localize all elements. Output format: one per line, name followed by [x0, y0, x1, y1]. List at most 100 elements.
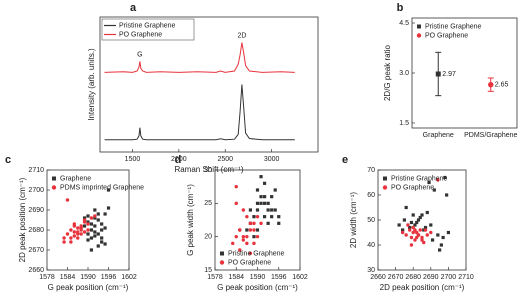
point: [415, 220, 419, 225]
point: [413, 223, 417, 227]
y-tick-label: 50: [367, 217, 375, 224]
point: [79, 232, 83, 236]
x-axis-label: G peak position (cm⁻¹): [48, 283, 129, 292]
x-tick-label: 2660: [370, 274, 386, 281]
point: [418, 228, 422, 232]
point: [231, 241, 235, 246]
panel-label: c: [5, 154, 11, 166]
point: [248, 208, 253, 212]
point: [416, 233, 421, 237]
legend-label: Pristine Graphene: [425, 23, 482, 30]
y-axis-label: Intensity (arb. units.): [87, 48, 96, 121]
point: [255, 234, 260, 239]
x-tick-label: 1584: [60, 274, 76, 281]
point: [266, 208, 270, 212]
y-axis-label: G peak width (cm⁻¹): [186, 184, 195, 256]
point: [411, 230, 415, 235]
y-tick-label: 20: [204, 234, 212, 241]
point: [409, 235, 414, 240]
point: [93, 234, 97, 238]
point: [429, 223, 433, 227]
x-tick-label: Graphene: [423, 132, 454, 139]
point: [100, 240, 104, 244]
point: [415, 235, 419, 240]
panel-label: e: [342, 154, 348, 166]
point: [443, 175, 447, 180]
point: [241, 238, 246, 242]
point: [409, 220, 414, 225]
point: [86, 222, 90, 226]
x-tick-label: 3000: [264, 156, 280, 163]
x-tick-label: 2670: [388, 274, 404, 281]
legend-swatch: [382, 185, 388, 190]
x-axis-label: G peak position (cm⁻¹): [217, 283, 298, 292]
spectrum-line: [104, 84, 295, 141]
point: [76, 226, 80, 230]
point: [245, 234, 249, 239]
point: [72, 234, 77, 238]
data-label: 2.97: [442, 71, 456, 78]
x-tick-label: PDMS/Graphene: [464, 132, 517, 139]
point: [422, 228, 426, 232]
point: [488, 81, 494, 88]
point: [439, 243, 443, 247]
y-axis-label: 2D/G peak ratio: [383, 44, 392, 101]
point: [245, 214, 249, 219]
point: [252, 235, 256, 239]
y-axis-label: 2D width (cm⁻¹): [349, 192, 358, 249]
peak-annotation: G: [137, 52, 142, 59]
point: [82, 230, 87, 234]
point: [86, 228, 90, 232]
point: [82, 216, 87, 220]
point: [89, 228, 94, 232]
point: [252, 228, 256, 232]
point: [413, 238, 417, 242]
y-tick-label: 2700: [28, 187, 44, 194]
point: [93, 216, 97, 220]
point: [435, 71, 441, 77]
y-tick-label: 15: [204, 267, 212, 274]
legend-label: PDMS imprinted Graphene: [60, 184, 144, 191]
y-tick-label: 40: [367, 242, 375, 249]
point: [420, 213, 424, 217]
y-tick-label: 2710: [28, 167, 44, 174]
point: [245, 241, 249, 246]
point: [407, 228, 412, 232]
legend-swatch: [51, 185, 57, 190]
point: [72, 222, 77, 226]
point: [93, 214, 97, 218]
x-tick-label: 1596: [101, 274, 117, 281]
x-tick-label: 1590: [80, 274, 96, 281]
point: [76, 236, 80, 240]
point: [252, 241, 256, 246]
point: [62, 236, 66, 240]
point: [72, 230, 77, 234]
legend-label: Pristine Graphene: [391, 175, 448, 182]
point: [438, 248, 442, 252]
point: [425, 210, 429, 215]
point: [241, 208, 246, 212]
legend-label: Pristine Graphene: [228, 250, 285, 257]
point: [402, 218, 406, 222]
x-tick-label: 1578: [39, 274, 55, 281]
point: [401, 228, 405, 232]
point: [234, 201, 238, 206]
spectrum-line: [104, 42, 295, 73]
point: [423, 225, 428, 230]
point: [422, 240, 426, 245]
point: [429, 230, 433, 235]
point: [96, 212, 100, 216]
point: [79, 226, 83, 230]
point: [89, 248, 94, 252]
point: [103, 226, 107, 230]
point: [420, 235, 424, 240]
x-tick-label: 1602: [292, 274, 308, 281]
point: [76, 232, 80, 236]
point: [96, 244, 100, 248]
point: [238, 248, 242, 252]
x-tick-label: 1578: [207, 274, 223, 281]
legend-swatch: [417, 24, 421, 29]
x-tick-label: 2680: [405, 274, 421, 281]
panel-label: d: [175, 154, 182, 166]
point: [404, 205, 408, 210]
